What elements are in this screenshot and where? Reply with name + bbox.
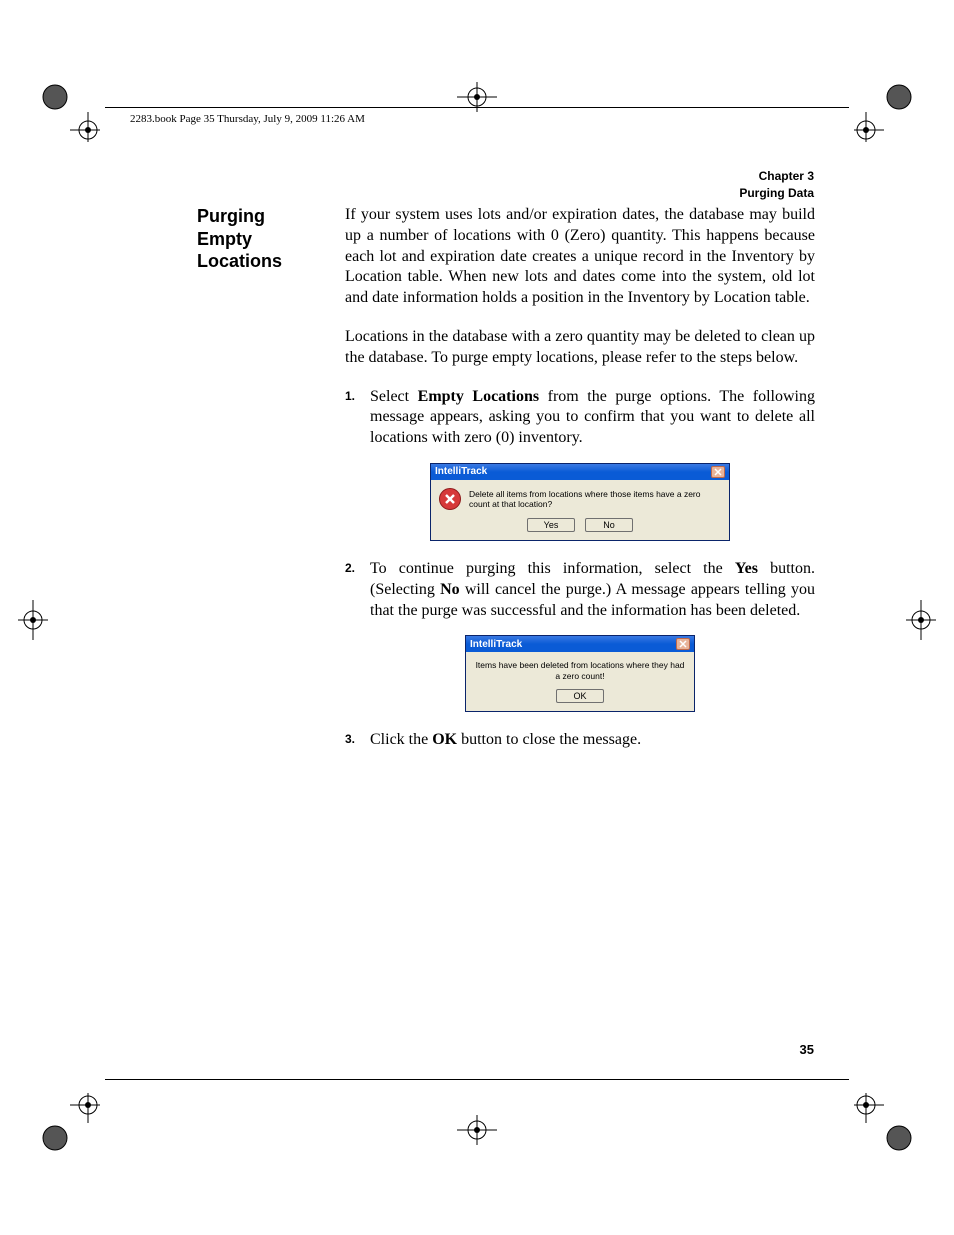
crop-mark-corner-bl: [40, 1093, 100, 1153]
step-1: 1. Select Empty Locations from the purge…: [345, 387, 815, 449]
error-icon: [439, 488, 461, 510]
step-number: 2.: [345, 561, 355, 577]
ok-button[interactable]: OK: [556, 689, 604, 703]
crop-mark-corner-br: [854, 1093, 914, 1153]
crop-mark-left-mid: [18, 600, 48, 640]
footer-rule: [105, 1079, 849, 1080]
step-1-bold: Empty Locations: [418, 388, 539, 405]
dialog-confirm: IntelliTrack Delete all items from locat…: [430, 463, 730, 541]
paragraph-2: Locations in the database with a zero qu…: [345, 327, 815, 369]
dialog-2-buttons: OK: [466, 689, 694, 711]
crop-mark-corner-tl: [40, 82, 100, 142]
dialog-2-titlebar: IntelliTrack: [466, 636, 694, 652]
close-icon[interactable]: [711, 466, 725, 478]
chapter-info: Chapter 3 Purging Data: [739, 168, 814, 202]
yes-button[interactable]: Yes: [527, 518, 575, 532]
step-2-bold1: Yes: [735, 560, 758, 577]
dialog-2-title: IntelliTrack: [470, 639, 522, 650]
step-1-pre: Select: [370, 388, 418, 405]
crop-mark-corner-tr: [854, 82, 914, 142]
page-number: 35: [800, 1042, 814, 1057]
dialog-1-titlebar: IntelliTrack: [431, 464, 729, 480]
dialog-2-body: Items have been deleted from locations w…: [466, 652, 694, 688]
step-2: 2. To continue purging this information,…: [345, 559, 815, 621]
step-2-bold2: No: [440, 581, 460, 598]
paragraph-1: If your system uses lots and/or expirati…: [345, 205, 815, 309]
chapter-title: Purging Data: [739, 185, 814, 202]
step-3-pre: Click the: [370, 731, 432, 748]
dialog-1-body: Delete all items from locations where th…: [431, 480, 729, 518]
dialog-2-message: Items have been deleted from locations w…: [474, 660, 686, 680]
header-text: 2283.book Page 35 Thursday, July 9, 2009…: [130, 113, 365, 125]
section-title: Purging Empty Locations: [197, 205, 317, 273]
step-3-post: button to close the message.: [457, 731, 641, 748]
crop-mark-bottom-center: [457, 1115, 497, 1145]
body-column: If your system uses lots and/or expirati…: [345, 205, 815, 763]
dialog-1-message: Delete all items from locations where th…: [469, 489, 721, 509]
chapter-label: Chapter 3: [739, 168, 814, 185]
close-icon[interactable]: [676, 638, 690, 650]
step-number: 1.: [345, 389, 355, 405]
step-2-pre: To continue purging this information, se…: [370, 560, 735, 577]
dialog-success: IntelliTrack Items have been deleted fro…: [465, 635, 695, 711]
dialog-1-title: IntelliTrack: [435, 466, 487, 477]
step-3-bold: OK: [432, 731, 457, 748]
step-3: 3. Click the OK button to close the mess…: [345, 730, 815, 751]
no-button[interactable]: No: [585, 518, 633, 532]
dialog-1-buttons: Yes No: [431, 518, 729, 540]
crop-mark-top-center: [457, 82, 497, 112]
dialog-2-wrap: IntelliTrack Items have been deleted fro…: [345, 635, 815, 711]
crop-mark-right-mid: [906, 600, 936, 640]
dialog-1-wrap: IntelliTrack Delete all items from locat…: [345, 463, 815, 541]
step-number: 3.: [345, 732, 355, 748]
